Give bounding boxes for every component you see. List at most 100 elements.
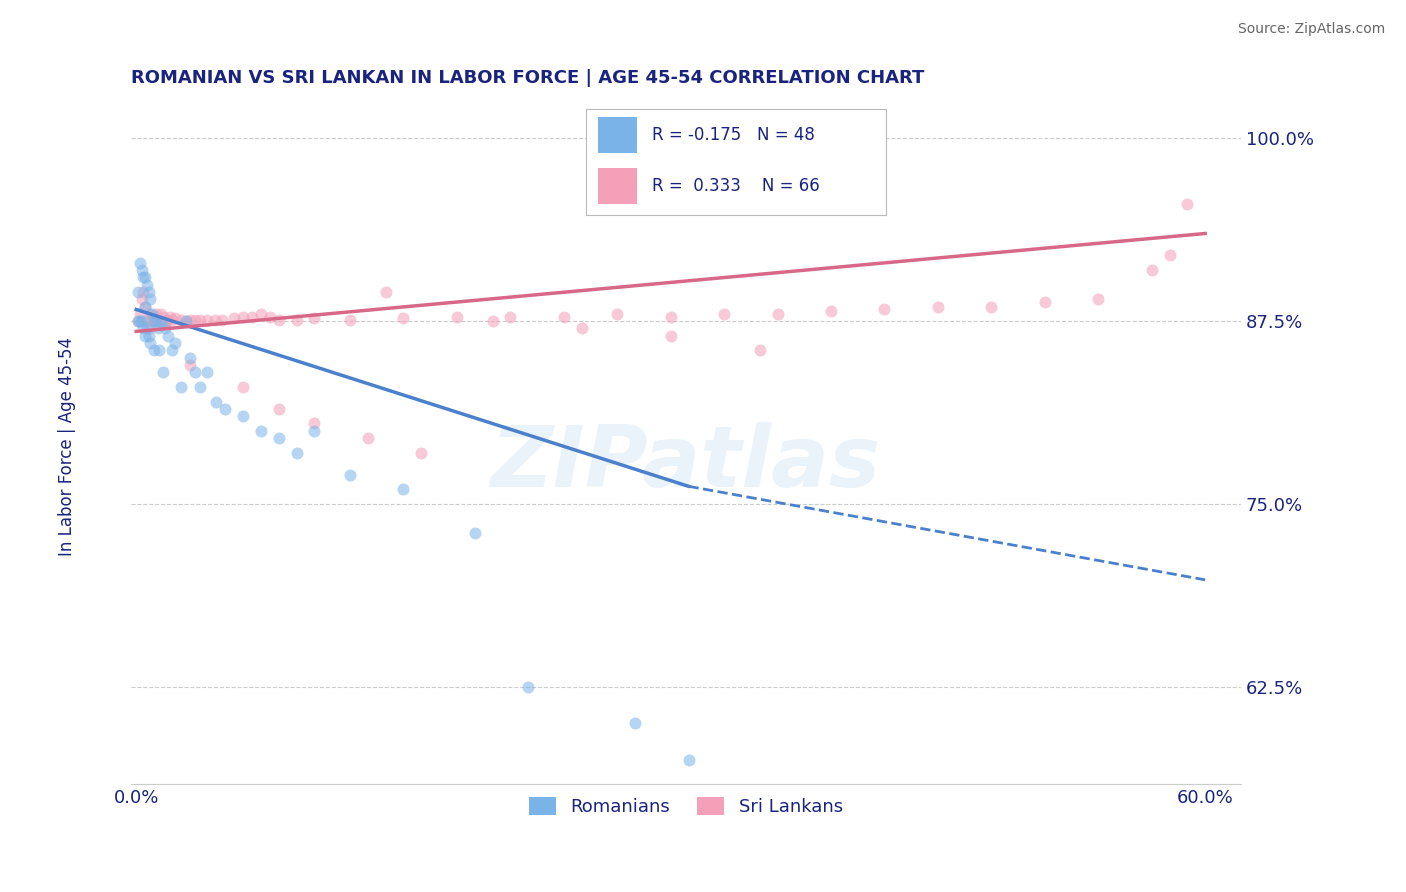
Point [139,307,162,321]
Point [553,310,575,324]
Point [184,312,207,326]
Point [146,314,169,328]
Point [145,307,167,321]
Point [1159,248,1181,262]
Point [392,482,415,496]
Point [285,312,308,326]
Point [232,380,254,394]
Point [304,417,326,431]
Point [250,307,273,321]
Point [127,314,149,328]
Point [148,314,170,328]
Point [141,314,163,328]
Point [980,300,1002,314]
Point [132,270,155,285]
Point [135,314,157,328]
Point [267,401,290,416]
Point [267,312,290,326]
Point [148,343,170,358]
Point [135,321,157,335]
Point [766,307,789,321]
Point [873,302,896,317]
Point [820,304,842,318]
Legend: Romanians, Sri Lankans: Romanians, Sri Lankans [522,789,851,823]
Point [232,409,254,424]
Point [446,310,468,324]
Point [517,680,540,694]
Point [134,300,156,314]
Point [179,312,201,326]
Point [160,343,183,358]
Point [134,270,156,285]
Point [606,307,628,321]
Point [240,310,263,324]
Point [155,314,177,328]
Point [713,307,735,321]
Point [179,351,201,365]
Point [224,311,246,326]
Point [132,285,155,299]
Point [188,380,211,394]
Point [143,343,166,358]
Point [132,321,155,335]
Point [211,312,233,326]
Point [143,314,166,328]
Point [464,526,486,541]
Point [1033,295,1056,310]
Point [285,446,308,460]
Point [1175,197,1198,211]
Point [127,285,149,299]
Point [339,467,361,482]
Point [138,285,160,299]
Point [131,292,153,306]
Point [748,343,770,358]
Point [678,753,700,767]
Text: Source: ZipAtlas.com: Source: ZipAtlas.com [1237,22,1385,37]
Point [357,431,380,445]
Point [374,285,396,299]
Point [304,311,326,326]
Point [159,310,181,324]
Point [152,365,174,379]
Point [214,401,236,416]
Point [170,380,193,394]
Point [624,716,647,731]
Point [927,300,949,314]
Point [139,292,162,306]
Point [160,312,183,326]
Point [205,394,228,409]
Point [411,446,433,460]
Point [170,312,193,326]
Point [184,365,207,379]
Point [197,365,219,379]
Point [188,312,211,326]
Point [128,307,150,321]
Point [157,328,180,343]
Point [197,312,219,326]
Point [659,328,682,343]
Point [481,314,503,328]
Point [392,311,415,326]
Point [128,256,150,270]
Point [150,307,173,321]
Point [204,312,226,326]
Point [131,263,153,277]
Point [127,314,149,328]
Point [304,424,326,438]
Point [165,336,187,351]
Point [267,431,290,445]
Point [146,321,169,335]
Point [571,321,593,335]
Point [174,314,197,328]
Point [138,328,160,343]
Point [250,424,273,438]
Point [138,321,160,335]
Point [131,314,153,328]
Text: ZIPatlas: ZIPatlas [491,422,882,505]
Point [134,300,156,314]
Point [141,307,163,321]
Point [128,314,150,328]
Point [1140,263,1163,277]
Point [153,321,176,335]
Text: ROMANIAN VS SRI LANKAN IN LABOR FORCE | AGE 45-54 CORRELATION CHART: ROMANIAN VS SRI LANKAN IN LABOR FORCE | … [131,69,924,87]
